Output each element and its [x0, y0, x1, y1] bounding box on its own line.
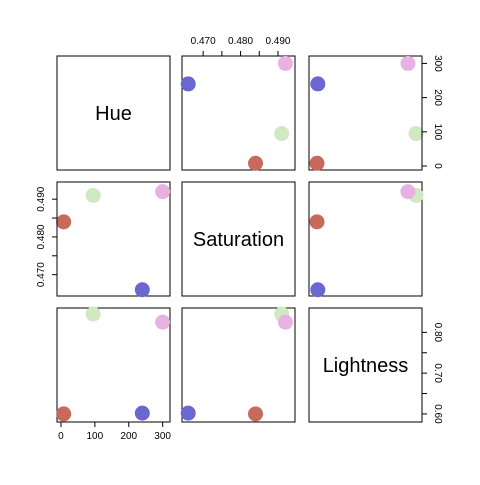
data-point-saturation-lightness-3 — [400, 184, 416, 200]
data-point-saturation-lightness-1 — [310, 282, 326, 298]
data-point-hue-saturation-3 — [277, 55, 293, 71]
panel-lightness-vs-saturation — [181, 307, 296, 423]
data-point-lightness-hue-3 — [155, 314, 171, 330]
diagonal-label-hue: Hue — [95, 103, 132, 125]
data-point-hue-saturation-0 — [248, 155, 264, 171]
axis-bottom-tick-label-hue-2: 200 — [120, 431, 137, 442]
axis-right-tick-label-hue-1: 100 — [432, 123, 443, 140]
data-point-lightness-saturation-0 — [248, 406, 264, 422]
axis-bottom-tick-label-hue-0: 0 — [58, 431, 64, 442]
data-point-lightness-hue-2 — [85, 306, 101, 322]
axis-right-tick-label-hue-0: 0 — [432, 163, 443, 169]
axis-top-tick-label-saturation-4: 0.490 — [265, 36, 290, 47]
data-point-hue-lightness-2 — [408, 126, 424, 142]
panel-hue-vs-hue — [56, 55, 171, 171]
axis-bottom-tick-label-hue-1: 100 — [87, 431, 104, 442]
axis-top-tick-label-saturation-2: 0.480 — [228, 36, 253, 47]
diagonal-label-lightness: Lightness — [323, 355, 409, 377]
data-point-saturation-lightness-0 — [309, 214, 325, 230]
data-point-hue-saturation-2 — [274, 126, 290, 142]
axis-right-tick-label-lightness-2: 0.70 — [432, 363, 443, 383]
axis-left-tick-label-saturation-4: 0.490 — [36, 186, 47, 211]
axis-right-tick-label-lightness-4: 0.80 — [432, 323, 443, 343]
data-point-saturation-hue-0 — [56, 214, 72, 230]
panel-saturation-vs-hue — [56, 181, 171, 297]
axis-bottom-tick-label-hue-3: 300 — [154, 431, 171, 442]
data-point-lightness-hue-0 — [56, 406, 72, 422]
panel-hue-vs-lightness — [308, 55, 423, 171]
axis-left-tick-label-saturation-0: 0.470 — [36, 262, 47, 287]
panel-saturation-vs-lightness — [308, 181, 423, 297]
axis-right-tick-label-hue-2: 200 — [432, 89, 443, 106]
data-point-hue-saturation-1 — [180, 76, 196, 92]
data-point-lightness-saturation-3 — [277, 314, 293, 330]
data-point-lightness-saturation-1 — [180, 405, 196, 421]
panel-saturation-vs-saturation — [181, 181, 296, 297]
axis-left-tick-label-saturation-2: 0.480 — [36, 224, 47, 249]
data-point-saturation-hue-1 — [134, 282, 150, 298]
axis-right-tick-label-hue-3: 300 — [432, 55, 443, 72]
data-point-hue-lightness-3 — [400, 55, 416, 71]
axis-right-tick-label-lightness-0: 0.60 — [432, 404, 443, 424]
data-point-hue-lightness-0 — [309, 155, 325, 171]
data-point-saturation-hue-3 — [155, 184, 171, 200]
data-point-saturation-hue-2 — [85, 187, 101, 203]
panel-hue-vs-saturation — [181, 55, 296, 171]
data-point-lightness-hue-1 — [134, 405, 150, 421]
panel-lightness-vs-hue — [56, 307, 171, 423]
data-point-hue-lightness-1 — [310, 76, 326, 92]
axis-top-tick-label-saturation-0: 0.470 — [191, 36, 216, 47]
diagonal-label-saturation: Saturation — [193, 229, 284, 251]
